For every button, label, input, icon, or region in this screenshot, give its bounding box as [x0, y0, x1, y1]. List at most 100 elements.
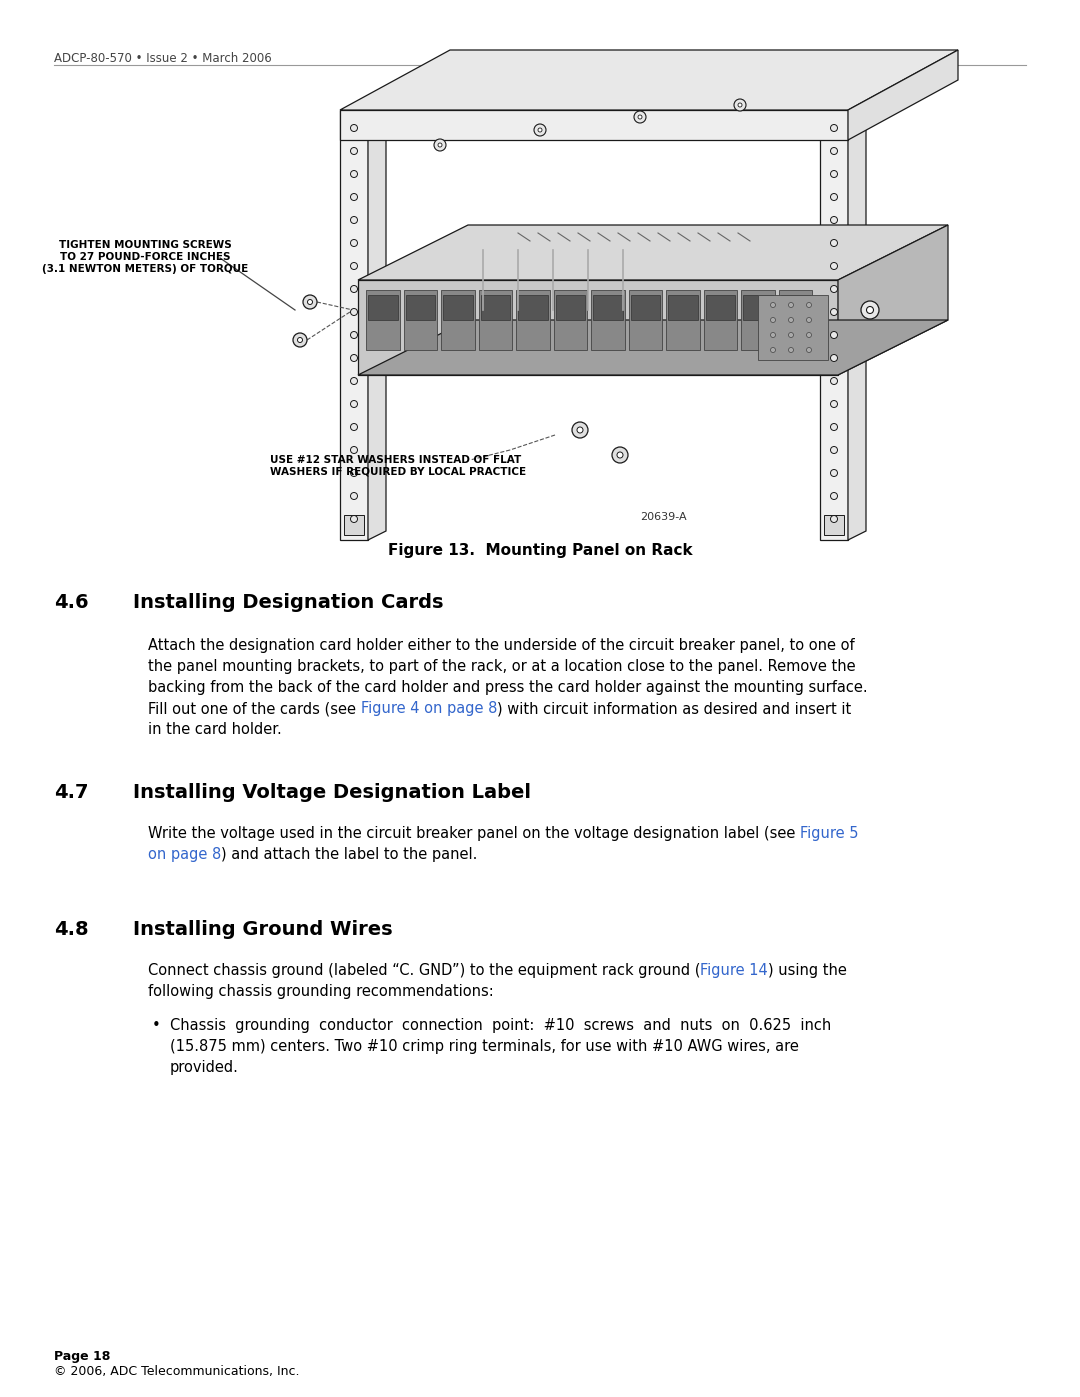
Polygon shape: [518, 295, 548, 320]
Polygon shape: [478, 291, 512, 351]
Polygon shape: [666, 291, 700, 351]
Text: 4.6: 4.6: [54, 592, 89, 612]
Text: ADCP-80-570 • Issue 2 • March 2006: ADCP-80-570 • Issue 2 • March 2006: [54, 52, 272, 66]
Polygon shape: [838, 225, 948, 374]
Circle shape: [861, 300, 879, 319]
Polygon shape: [443, 295, 473, 320]
Circle shape: [831, 377, 837, 384]
Circle shape: [866, 306, 874, 313]
Circle shape: [617, 453, 623, 458]
Text: on page 8: on page 8: [148, 847, 221, 862]
Polygon shape: [593, 295, 622, 320]
Circle shape: [351, 469, 357, 476]
Circle shape: [638, 115, 642, 119]
Text: Attach the designation card holder either to the underside of the circuit breake: Attach the designation card holder eithe…: [148, 638, 854, 652]
Polygon shape: [357, 225, 948, 279]
Text: (3.1 NEWTON METERS) OF TORQUE: (3.1 NEWTON METERS) OF TORQUE: [42, 264, 248, 274]
Circle shape: [351, 355, 357, 362]
Circle shape: [831, 170, 837, 177]
Circle shape: [351, 401, 357, 408]
Circle shape: [807, 317, 811, 323]
Text: WASHERS IF REQUIRED BY LOCAL PRACTICE: WASHERS IF REQUIRED BY LOCAL PRACTICE: [270, 467, 526, 476]
Circle shape: [831, 239, 837, 246]
Circle shape: [831, 401, 837, 408]
Circle shape: [534, 124, 546, 136]
Circle shape: [831, 331, 837, 338]
Circle shape: [303, 295, 318, 309]
Circle shape: [351, 285, 357, 292]
Circle shape: [738, 103, 742, 108]
Polygon shape: [368, 101, 386, 541]
Circle shape: [831, 124, 837, 131]
Polygon shape: [481, 295, 510, 320]
Polygon shape: [340, 110, 848, 140]
Polygon shape: [629, 291, 662, 351]
Text: ) and attach the label to the panel.: ) and attach the label to the panel.: [221, 847, 477, 862]
Circle shape: [831, 423, 837, 430]
Circle shape: [351, 124, 357, 131]
Polygon shape: [555, 295, 585, 320]
Polygon shape: [357, 320, 948, 374]
Circle shape: [351, 377, 357, 384]
Text: Figure 13.  Mounting Panel on Rack: Figure 13. Mounting Panel on Rack: [388, 543, 692, 557]
Circle shape: [788, 317, 794, 323]
Text: •: •: [152, 1017, 161, 1032]
Circle shape: [831, 469, 837, 476]
Text: TIGHTEN MOUNTING SCREWS: TIGHTEN MOUNTING SCREWS: [58, 240, 231, 250]
Circle shape: [351, 447, 357, 454]
Circle shape: [572, 422, 588, 439]
Circle shape: [770, 332, 775, 338]
Polygon shape: [743, 295, 772, 320]
Polygon shape: [473, 240, 913, 320]
Circle shape: [770, 348, 775, 352]
Circle shape: [351, 217, 357, 224]
Text: in the card holder.: in the card holder.: [148, 722, 282, 738]
Circle shape: [831, 515, 837, 522]
Text: Write the voltage used in the circuit breaker panel on the voltage designation l: Write the voltage used in the circuit br…: [148, 826, 800, 841]
Circle shape: [538, 129, 542, 131]
Polygon shape: [820, 110, 848, 541]
Polygon shape: [848, 101, 866, 541]
Circle shape: [770, 303, 775, 307]
Text: Page 18: Page 18: [54, 1350, 110, 1363]
Polygon shape: [705, 295, 735, 320]
Text: USE #12 STAR WASHERS INSTEAD OF FLAT: USE #12 STAR WASHERS INSTEAD OF FLAT: [270, 455, 522, 465]
Polygon shape: [631, 295, 660, 320]
Circle shape: [438, 142, 442, 147]
Circle shape: [351, 148, 357, 155]
Polygon shape: [441, 291, 474, 351]
Polygon shape: [591, 291, 624, 351]
Circle shape: [351, 170, 357, 177]
Polygon shape: [824, 515, 843, 535]
Text: provided.: provided.: [170, 1059, 239, 1074]
Polygon shape: [366, 291, 400, 351]
Polygon shape: [779, 291, 812, 351]
Polygon shape: [554, 291, 588, 351]
Circle shape: [351, 515, 357, 522]
Text: Figure 4 on page 8: Figure 4 on page 8: [361, 701, 497, 717]
Polygon shape: [404, 291, 437, 351]
Circle shape: [831, 447, 837, 454]
Circle shape: [831, 148, 837, 155]
Text: Chassis  grounding  conductor  connection  point:  #10  screws  and  nuts  on  0: Chassis grounding conductor connection p…: [170, 1017, 832, 1032]
Circle shape: [434, 138, 446, 151]
Circle shape: [788, 332, 794, 338]
Circle shape: [807, 348, 811, 352]
Circle shape: [770, 317, 775, 323]
Circle shape: [577, 427, 583, 433]
Circle shape: [351, 194, 357, 201]
Text: following chassis grounding recommendations:: following chassis grounding recommendati…: [148, 983, 494, 999]
Circle shape: [831, 309, 837, 316]
Circle shape: [634, 110, 646, 123]
Circle shape: [612, 447, 627, 462]
Text: ) with circuit information as desired and insert it: ) with circuit information as desired an…: [497, 701, 851, 717]
Text: Figure 14: Figure 14: [701, 963, 768, 978]
Polygon shape: [669, 295, 698, 320]
Polygon shape: [741, 291, 774, 351]
Polygon shape: [758, 295, 828, 360]
Polygon shape: [340, 110, 368, 541]
Circle shape: [351, 331, 357, 338]
Polygon shape: [781, 295, 810, 320]
Text: Connect chassis ground (labeled “C. GND”) to the equipment rack ground (: Connect chassis ground (labeled “C. GND”…: [148, 963, 701, 978]
Text: © 2006, ADC Telecommunications, Inc.: © 2006, ADC Telecommunications, Inc.: [54, 1365, 299, 1377]
